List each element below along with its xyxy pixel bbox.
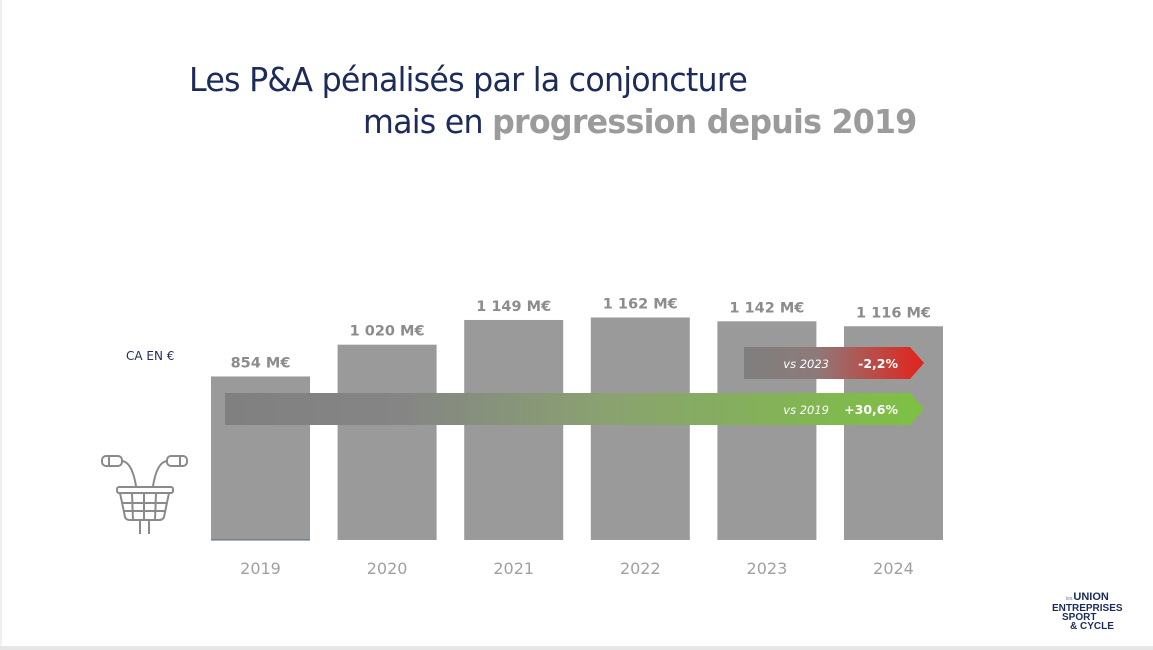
arrow-shape: [744, 347, 924, 379]
bar-data-label: 1 162 M€: [603, 296, 678, 312]
title-highlight: progression depuis 2019: [492, 102, 917, 141]
arrow-comparison-label: vs 2023: [783, 357, 829, 371]
bike-basket-handlebar-icon: [101, 455, 188, 534]
arrow-shape: [225, 393, 924, 425]
title-prefix: mais en: [363, 102, 493, 141]
slide-title-line2: mais en progression depuis 2019: [363, 102, 917, 141]
bar-data-label: 1 142 M€: [729, 300, 804, 316]
x-tick-label: 2024: [873, 559, 914, 578]
arrow-comparison-label: vs 2019: [783, 403, 829, 417]
arrow-vs-2023: vs 2023 -2,2%: [744, 347, 924, 379]
logo-line1: UNION: [1073, 591, 1109, 603]
x-tick-label: 2019: [240, 559, 281, 578]
union-sport-cycle-logo: lesUNION ENTREPRISES SPORT & CYCLE: [1052, 591, 1132, 632]
arrow-value-label: -2,2%: [858, 356, 898, 371]
y-axis-label: CA EN €: [126, 349, 175, 363]
arrows-group: vs 2023 -2,2% vs 2019 +30,6%: [225, 347, 924, 425]
logo-small-text: les: [1066, 596, 1073, 602]
arrow-vs-2019: vs 2019 +30,6%: [225, 393, 924, 425]
bar-data-label: 854 M€: [231, 355, 291, 371]
x-tick-label: 2021: [493, 559, 534, 578]
arrow-value-label: +30,6%: [844, 402, 898, 417]
bar-data-label: 1 116 M€: [856, 305, 931, 321]
slide-frame-bottom: [0, 646, 1153, 650]
bar-2022: [590, 317, 690, 540]
bar-2021: [464, 319, 564, 540]
x-tick-label: 2020: [367, 559, 408, 578]
x-tick-label: 2022: [620, 559, 661, 578]
bar-2020: [337, 344, 437, 540]
bar-data-label: 1 149 M€: [476, 299, 551, 315]
logo-line4: & CYCLE: [1070, 621, 1114, 632]
x-tick-label: 2023: [747, 559, 788, 578]
logo-line2: ENTREPRISES: [1052, 603, 1123, 614]
slide-title-line1: Les P&A pénalisés par la conjoncture: [189, 60, 748, 99]
bars-group: 854 M€ 2019 1 020 M€ 2020 1 149 M€ 2021 1 162 …: [211, 296, 943, 578]
bar-data-label: 1 020 M€: [350, 324, 425, 340]
slide-frame-left: [0, 0, 2, 650]
logo-line3: SPORT: [1062, 612, 1097, 623]
